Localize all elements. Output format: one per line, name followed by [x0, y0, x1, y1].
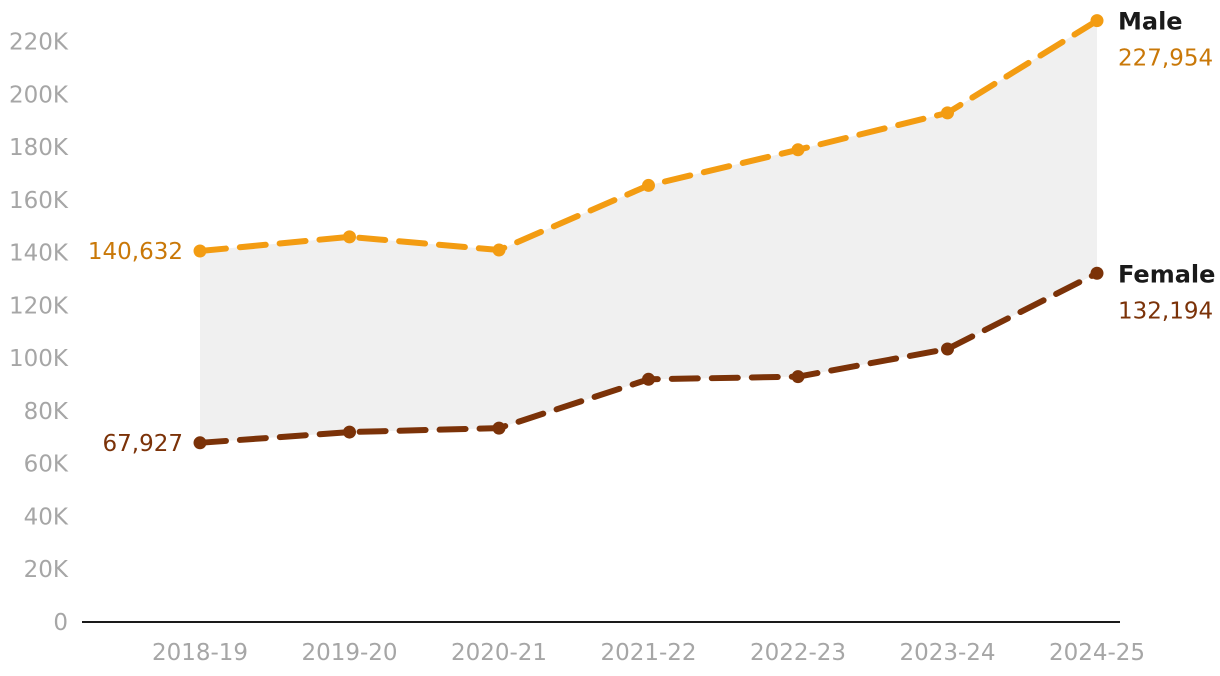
y-tick-label: 220K: [9, 30, 69, 56]
male-data-point: [193, 244, 207, 258]
x-tick-label: 2018-19: [152, 640, 248, 666]
male-data-point: [343, 230, 356, 244]
series-layer: [193, 14, 1104, 450]
y-tick-label: 0: [53, 610, 68, 636]
female-start-label: 67,927: [103, 431, 183, 457]
label-layer: 140,632 Male 227,954 67,927 Female 132,194: [88, 8, 1216, 457]
y-tick-label: 120K: [9, 293, 69, 319]
x-tick-label: 2020-21: [451, 640, 547, 666]
female-end-label: 132,194: [1118, 298, 1213, 324]
female-data-point: [941, 342, 954, 356]
area-layer: [200, 20, 1097, 443]
male-data-point: [492, 243, 506, 257]
y-tick-label: 180K: [9, 135, 69, 161]
female-data-point: [1090, 266, 1104, 280]
range-area: [200, 20, 1097, 443]
female-data-point: [343, 425, 356, 439]
x-tick-label: 2022-23: [750, 640, 846, 666]
y-tick-label: 60K: [24, 452, 69, 478]
x-tick-label: 2019-20: [301, 640, 397, 666]
x-tick-label: 2024-25: [1049, 640, 1145, 666]
female-series-name: Female: [1118, 260, 1215, 288]
male-series-name: Male: [1118, 8, 1183, 36]
y-tick-label: 200K: [9, 82, 69, 108]
x-tick-label: 2023-24: [899, 640, 995, 666]
female-data-point: [492, 421, 506, 435]
y-axis-ticks: 0 20K 40K 60K 80K 100K 120K 140K 160K 180K 200K 220…: [9, 30, 69, 636]
female-data-point: [193, 436, 207, 450]
male-start-label: 140,632: [88, 239, 183, 265]
female-data-point: [642, 372, 655, 386]
male-data-point: [642, 178, 655, 192]
y-tick-label: 140K: [9, 241, 69, 267]
x-tick-label: 2021-22: [600, 640, 696, 666]
y-tick-label: 40K: [24, 504, 69, 530]
y-tick-label: 20K: [24, 557, 69, 583]
y-tick-label: 100K: [9, 346, 69, 372]
male-data-point: [791, 143, 805, 157]
male-data-point: [941, 106, 954, 120]
x-axis-ticks: 2018-19 2019-20 2020-21 2021-22 2022-23 2023-…: [152, 640, 1145, 666]
y-tick-label: 80K: [24, 399, 69, 425]
male-data-point: [1090, 14, 1104, 28]
male-end-label: 227,954: [1118, 46, 1213, 72]
female-data-point: [791, 370, 805, 384]
y-tick-label: 160K: [9, 188, 69, 214]
